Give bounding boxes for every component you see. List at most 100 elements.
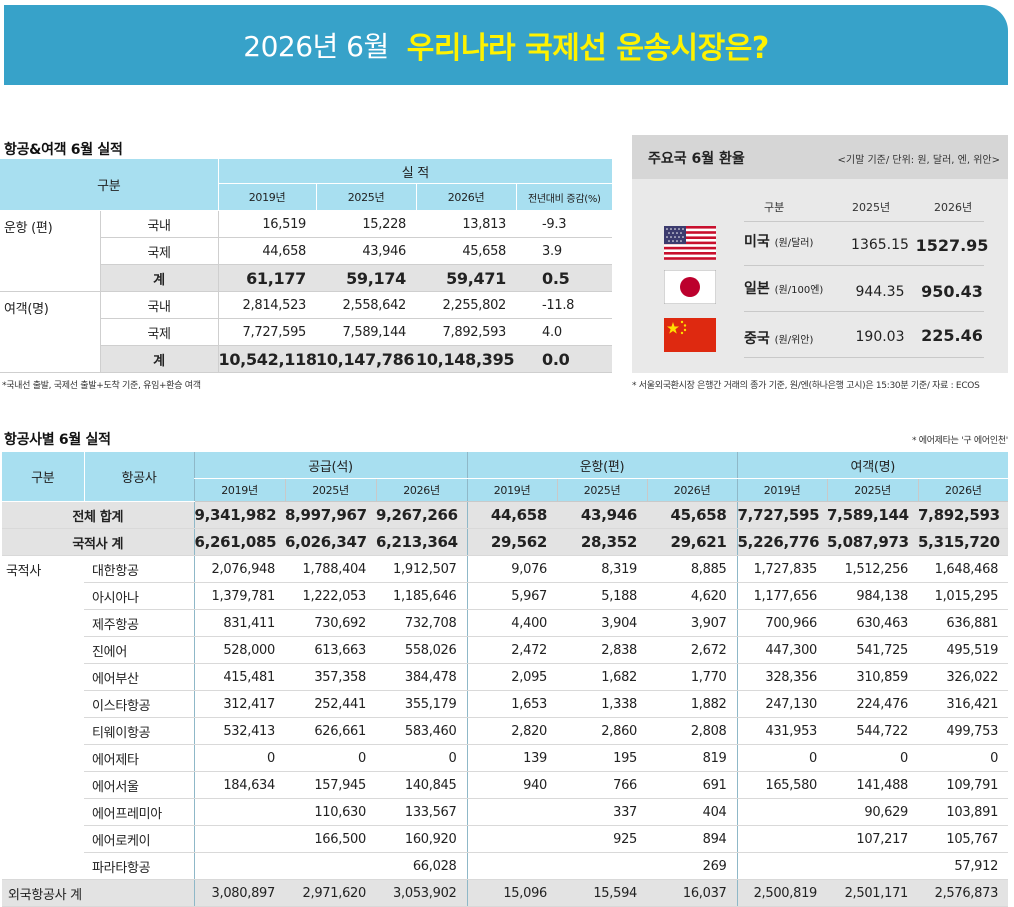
airline-row: 국적사 대한항공 2,076,948 1,788,404 1,912,507 9,076 8… <box>2 555 1009 880</box>
airline-cell: 252,441 <box>285 690 376 718</box>
airline-cell: 45,658 <box>647 501 738 529</box>
perf-cell: 10,148,395 <box>416 345 517 373</box>
perf-cell: 7,727,595 <box>218 318 317 346</box>
perf-group-label: 여객(명) <box>0 291 101 373</box>
airline-year-header: 2026년 <box>917 478 1009 502</box>
airline-year-header: 2025년 <box>556 478 648 502</box>
airline-cell: 2,820 <box>466 717 558 745</box>
perf-sub-label: 계 <box>100 264 219 292</box>
airline-cell: 0 <box>827 744 919 772</box>
perf-year-header: 2025년 <box>316 183 417 211</box>
airline-cell: 140,845 <box>376 771 468 799</box>
perf-year-header: 2026년 <box>416 183 517 211</box>
fx-japan-2025: 944.35 <box>855 284 905 300</box>
airline-cell: 7,589,144 <box>827 501 919 529</box>
airline-cell: 5,188 <box>557 582 648 610</box>
airline-cell: 5,087,973 <box>827 528 919 556</box>
airline-cell <box>466 825 558 853</box>
airline-row: 제주항공 831,411 730,692 732,708 4,400 3,904 3,907… <box>2 609 1009 637</box>
airline-cell: 139 <box>466 744 558 772</box>
airline-cell: 312,417 <box>193 690 285 718</box>
airline-cell: 1,512,256 <box>827 555 919 583</box>
banner-date: 2026년 6월 <box>243 30 389 63</box>
perf-group-label: 운항 (편) <box>0 210 101 292</box>
perf-row: 국제 44,658 43,946 45,658 3.9 <box>0 237 613 265</box>
airline-cell: 5,226,776 <box>736 528 828 556</box>
fx-header: 주요국 6월 환율 <기말 기준/ 단위: 원, 달러, 엔, 위안> <box>632 135 1008 179</box>
airline-cell: 2,500,819 <box>736 879 828 907</box>
airline-cell: 5,967 <box>466 582 558 610</box>
airline-cell: 6,026,347 <box>285 528 376 556</box>
airline-cell: 2,095 <box>466 663 558 691</box>
airline-cell: 4,400 <box>466 609 558 637</box>
airline-cell: 110,630 <box>285 798 376 826</box>
airline-cell: 9,267,266 <box>376 501 468 529</box>
airline-cell: 141,488 <box>827 771 919 799</box>
japan-flag-icon <box>664 270 716 304</box>
airline-cell: 44,658 <box>466 501 558 529</box>
perf-cell: 3.9 <box>516 237 613 265</box>
fx-col-2026: 2026년 <box>934 201 973 214</box>
perf-yoy-header: 전년대비 증감(%) <box>516 183 613 211</box>
airline-cell: 0 <box>193 744 285 772</box>
perf-cell: 61,177 <box>218 264 317 292</box>
airline-cell: 28,352 <box>557 528 648 556</box>
airline-header-passengers: 여객(명) <box>736 452 1009 479</box>
airline-cell: 165,580 <box>736 771 828 799</box>
airline-cell: 269 <box>647 852 738 880</box>
foreign-total-label: 외국항공사 계 <box>2 879 194 907</box>
domestic-carrier-label: 국적사 <box>2 555 84 880</box>
airline-name: 티웨이항공 <box>84 717 194 745</box>
airline-cell: 700,966 <box>736 609 828 637</box>
perf-cell: 0.0 <box>516 345 613 373</box>
perf-cell: 2,255,802 <box>416 291 517 319</box>
airline-cell: 107,217 <box>827 825 919 853</box>
perf-cell: -9.3 <box>516 210 613 238</box>
airline-cell: 431,953 <box>736 717 828 745</box>
airline-cell: 544,722 <box>827 717 919 745</box>
airline-cell: 9,076 <box>466 555 558 583</box>
airline-cell: 404 <box>647 798 738 826</box>
airline-cell <box>285 852 376 880</box>
airline-cell: 8,885 <box>647 555 738 583</box>
airline-name: 이스타항공 <box>84 690 194 718</box>
airline-cell: 1,015,295 <box>918 582 1009 610</box>
perf-cell: 43,946 <box>316 237 417 265</box>
airline-cell: 310,859 <box>827 663 919 691</box>
china-flag-icon <box>664 318 716 352</box>
airline-cell: 7,727,595 <box>736 501 828 529</box>
airline-cell: 732,708 <box>376 609 468 637</box>
perf-cell: 59,471 <box>416 264 517 292</box>
airline-cell: 499,753 <box>918 717 1009 745</box>
airline-cell <box>466 852 558 880</box>
perf-cell: 16,519 <box>218 210 317 238</box>
airline-cell: 160,920 <box>376 825 468 853</box>
fx-usa-2025: 1365.15 <box>851 237 909 253</box>
airline-cell: 447,300 <box>736 636 828 664</box>
airline-cell: 157,945 <box>285 771 376 799</box>
airline-cell: 16,037 <box>647 879 738 907</box>
airline-cell: 384,478 <box>376 663 468 691</box>
airline-year-header: 2026년 <box>646 478 738 502</box>
airline-cell: 925 <box>557 825 648 853</box>
airline-cell: 2,576,873 <box>918 879 1009 907</box>
airline-cell: 2,076,948 <box>193 555 285 583</box>
airline-cell: 184,634 <box>193 771 285 799</box>
airline-row: 아시아나 1,379,781 1,222,053 1,185,646 5,967 5,18… <box>2 582 1009 610</box>
fx-name-usa: 미국 (원/달러) <box>744 234 814 250</box>
perf-note: *국내선 출발, 국제선 출발+도착 기준, 유임+환승 여객 <box>2 381 201 391</box>
airline-cell: 1,177,656 <box>736 582 828 610</box>
airline-cell: 66,028 <box>376 852 468 880</box>
perf-cell: 7,892,593 <box>416 318 517 346</box>
airline-cell: 15,096 <box>466 879 558 907</box>
airline-cell: 1,912,507 <box>376 555 468 583</box>
perf-sub-label: 계 <box>100 345 219 373</box>
fx-unit: <기말 기준/ 단위: 원, 달러, 엔, 위안> <box>837 155 1000 166</box>
airline-year-header: 2026년 <box>375 478 468 502</box>
fx-note: * 서울외국환시장 은행간 거래의 종가 기준, 원/엔(하나은행 고시)은 1… <box>632 381 980 391</box>
airline-cell <box>557 852 648 880</box>
airline-year-header: 2025년 <box>826 478 919 502</box>
airline-cell: 224,476 <box>827 690 919 718</box>
airline-year-header: 2019년 <box>736 478 828 502</box>
perf-row: 여객(명) 국내 2,814,523 2,558,642 2,255,802 -11.8 <box>0 291 613 373</box>
